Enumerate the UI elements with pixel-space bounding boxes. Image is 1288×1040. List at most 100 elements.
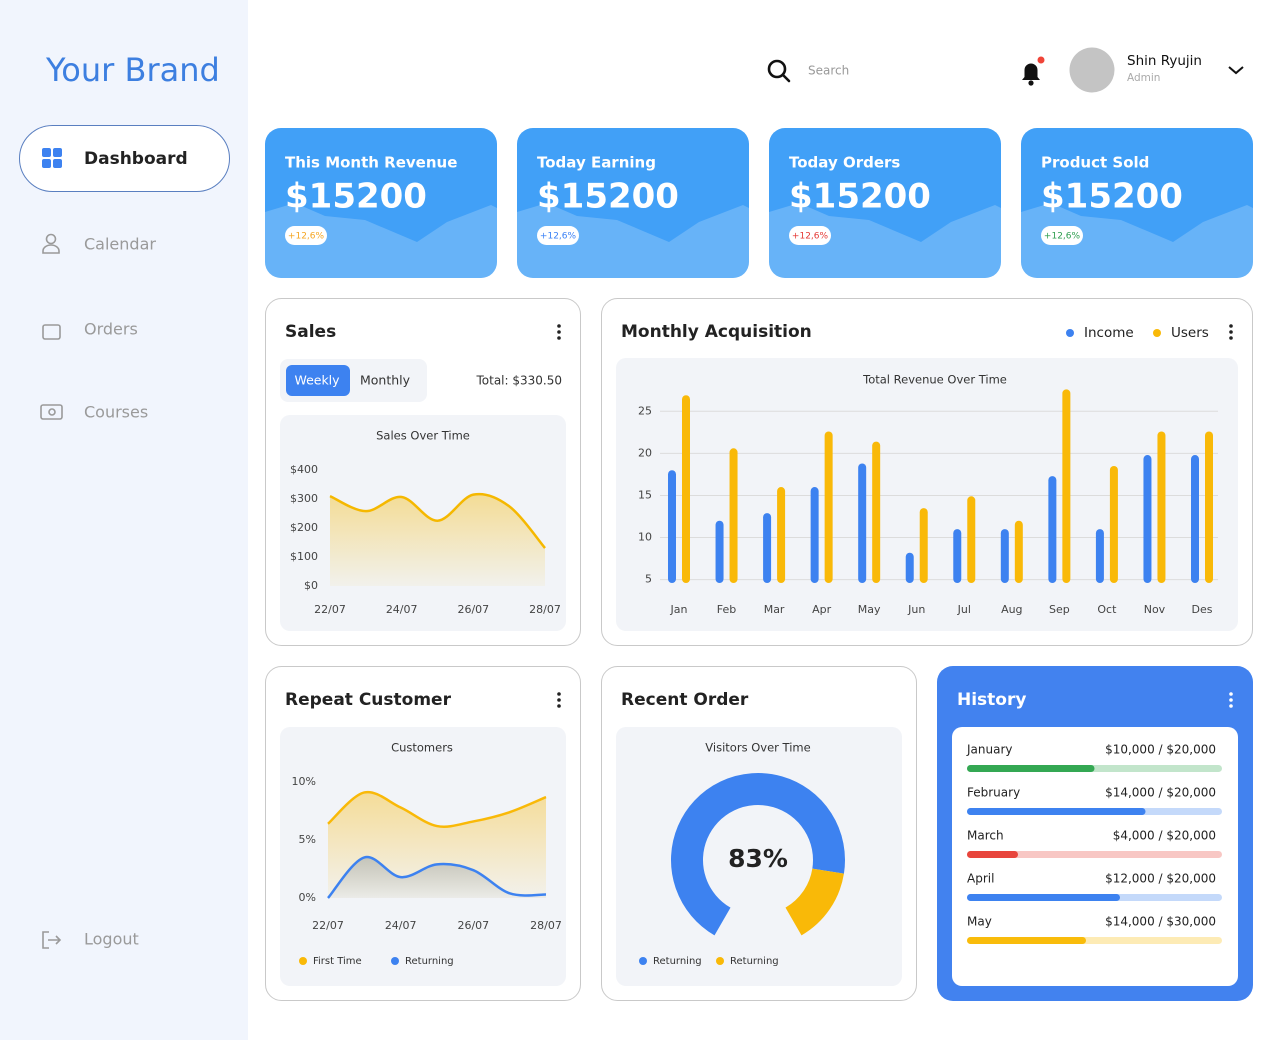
bar [824,431,833,583]
x-tick-label: 22/07 [314,603,346,616]
progress-bar [967,808,1146,815]
tab[interactable]: Monthly [360,373,411,388]
bar [1095,529,1104,583]
card-value: $15200 [285,177,427,217]
card-decoration [265,203,497,278]
history-amount: $4,000 / $20,000 [1113,829,1216,843]
menu-item[interactable]: Dashboard [84,149,188,169]
brand: Your Brand [45,51,220,89]
y-tick-label: 5% [299,833,316,846]
card-decoration [1021,203,1253,278]
panel-title: Repeat Customer [285,690,452,710]
history-list [952,727,1238,986]
menu-item[interactable]: Courses [84,403,148,422]
x-tick-label: Oct [1097,603,1117,616]
x-tick-label: 26/07 [457,603,489,616]
history-month: March [967,829,1004,843]
menu-item[interactable]: Orders [84,320,138,339]
line [327,855,547,899]
sales-total: Total: $330.50 [475,374,562,388]
tab[interactable]: Weekly [294,373,340,388]
bar [858,463,867,583]
card-change: +12,6% [288,232,325,242]
legend-marker [1066,329,1074,337]
bar [1157,431,1166,583]
card-decoration [769,203,1001,278]
y-tick-label: 0% [299,891,316,904]
progress-bar [967,894,1120,901]
history-amount: $14,000 / $30,000 [1105,915,1216,929]
bar [905,552,914,583]
card-title: This Month Revenue [285,154,457,172]
panel-title: Recent Order [621,690,749,710]
history-month: April [967,872,994,886]
legend-label: Users [1171,325,1209,341]
bell-icon[interactable] [1022,56,1045,86]
avatar[interactable] [1069,47,1115,93]
legend-label: Returning [730,956,779,967]
history-amount: $10,000 / $20,000 [1105,743,1216,757]
bar [682,395,690,583]
legend-marker [716,957,724,965]
chart-area [616,727,902,986]
user-name: Shin Ryujin [1127,53,1202,69]
y-tick-label: $200 [290,521,318,534]
card-change: +12,6% [540,232,577,242]
x-tick-label: Mar [764,603,785,616]
donut-label: 83% [728,844,788,873]
bar [1062,389,1071,583]
card-decoration [517,203,749,278]
bar [810,487,819,583]
more-button[interactable] [1229,324,1233,340]
bar [668,470,676,583]
menu-active[interactable] [19,125,230,192]
legend-marker [1153,329,1161,337]
orders-icon [42,324,61,340]
more-button[interactable] [557,324,561,340]
logout[interactable]: Logout [84,930,139,949]
y-tick-label: 10% [292,775,316,788]
legend-label: Returning [653,956,702,967]
card-badge [1041,226,1083,245]
panel-title: Monthly Acquisition [621,322,812,342]
x-tick-label: Jul [957,603,971,616]
bar [1205,431,1213,583]
x-tick-label: 28/07 [530,919,562,932]
bar [967,496,976,583]
stat-cards: This Month Revenue $15200 +12,6% Today Earn… [265,128,1253,278]
tab-active[interactable] [286,365,350,396]
line [327,790,547,828]
x-tick-label: 24/07 [385,919,417,932]
more-button[interactable] [1229,692,1233,708]
legend-marker [299,957,307,965]
bar [1048,476,1057,583]
y-tick-label: $400 [290,463,318,476]
chart-title: Sales Over Time [376,429,470,443]
area [328,857,546,898]
menu-item[interactable]: Calendar [84,235,156,254]
search-input[interactable]: Search [808,64,849,78]
more-button[interactable] [557,692,561,708]
line [329,492,546,549]
card-change: +12,6% [792,232,829,242]
x-tick-label: 26/07 [457,919,489,932]
bar [1109,465,1118,583]
card-badge [789,226,831,245]
x-tick-label: Feb [717,603,736,616]
history-amount: $12,000 / $20,000 [1105,872,1216,886]
bar [953,529,962,583]
y-tick-label: 20 [638,446,652,459]
history-month: January [966,743,1013,757]
search-icon[interactable] [767,59,791,83]
panel-title: Sales [285,322,336,342]
progress-bar [967,937,1086,944]
card-title: Today Earning [537,154,656,172]
logout-icon [42,931,62,949]
user-menu-toggle[interactable] [1228,66,1244,75]
bar [919,508,928,583]
progress-track [967,851,1222,858]
x-tick-label: Des [1192,603,1213,616]
progress-bar [967,765,1095,772]
panel-title: History [957,690,1026,710]
y-tick-label: 15 [638,488,652,501]
